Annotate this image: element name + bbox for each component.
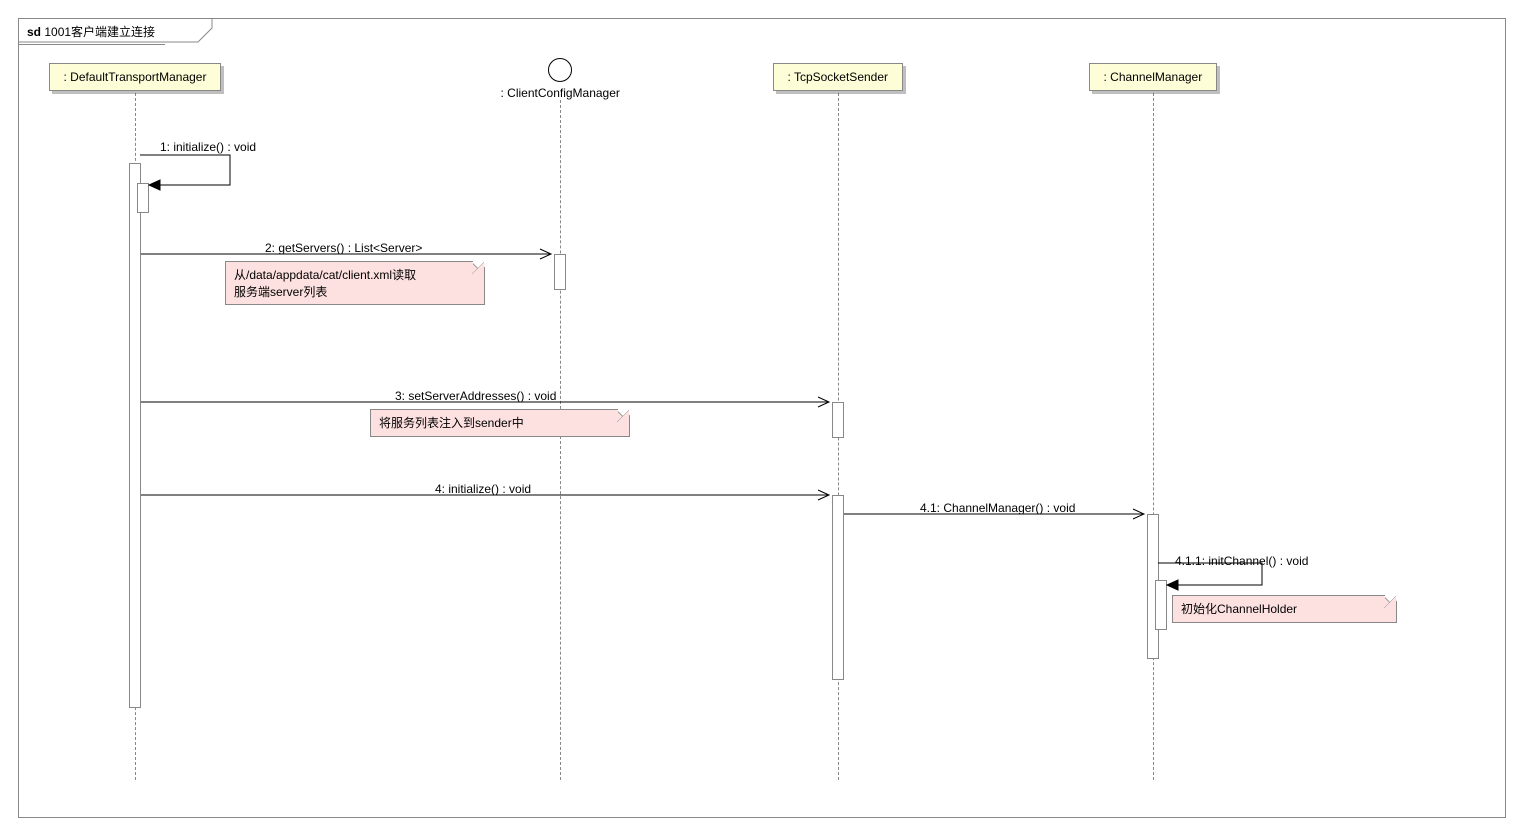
sd-frame-label: sd 1001客户端建立连接 [19,19,165,45]
note-n3: 初始化ChannelHolder [1172,595,1397,623]
activation-ccm-2 [554,254,566,290]
lifeline-label-dtm: : DefaultTransportManager [49,63,222,91]
lifeline-line-cm [1153,93,1154,780]
message-label-m411: 4.1.1: initChannel() : void [1175,554,1308,568]
lifeline-label-tss: : TcpSocketSender [773,63,904,91]
message-label-m41: 4.1: ChannelManager() : void [920,501,1075,515]
note-line: 将服务列表注入到sender中 [379,414,621,431]
activation-dtm-1 [137,183,149,213]
message-label-m2: 2: getServers() : List<Server> [265,241,422,255]
message-label-m3: 3: setServerAddresses() : void [395,389,556,403]
sd-prefix: sd [27,25,41,39]
activation-tss-4 [832,495,844,680]
note-line: 初始化ChannelHolder [1181,600,1388,617]
message-label-m4: 4: initialize() : void [435,482,531,496]
note-line: 从/data/appdata/cat/client.xml读取 [234,266,476,283]
note-n1: 从/data/appdata/cat/client.xml读取服务端server… [225,261,485,305]
activation-tss-3 [832,402,844,438]
lifeline-head-dtm: : DefaultTransportManager [49,63,222,91]
lifeline-head-tss: : TcpSocketSender [773,63,904,91]
activation-dtm-0 [129,163,141,708]
lifeline-label-cm: : ChannelManager [1089,63,1218,91]
message-label-m1: 1: initialize() : void [160,140,256,154]
note-fold-icon [473,261,485,273]
lifeline-line-ccm [560,100,561,780]
sd-title: 1001客户端建立连接 [44,25,155,39]
note-line: 服务端server列表 [234,283,476,300]
note-n2: 将服务列表注入到sender中 [370,409,630,437]
note-fold-icon [618,409,630,421]
note-fold-icon [1385,595,1397,607]
sd-frame [18,18,1506,818]
activation-cm-6 [1155,580,1167,630]
lifeline-head-ccm: : ClientConfigManager [501,58,620,100]
sequence-diagram: sd 1001客户端建立连接 : DefaultTransportManager… [0,0,1529,840]
lifeline-head-cm: : ChannelManager [1089,63,1218,91]
interface-icon [548,58,572,82]
lifeline-label-ccm: : ClientConfigManager [501,86,620,100]
